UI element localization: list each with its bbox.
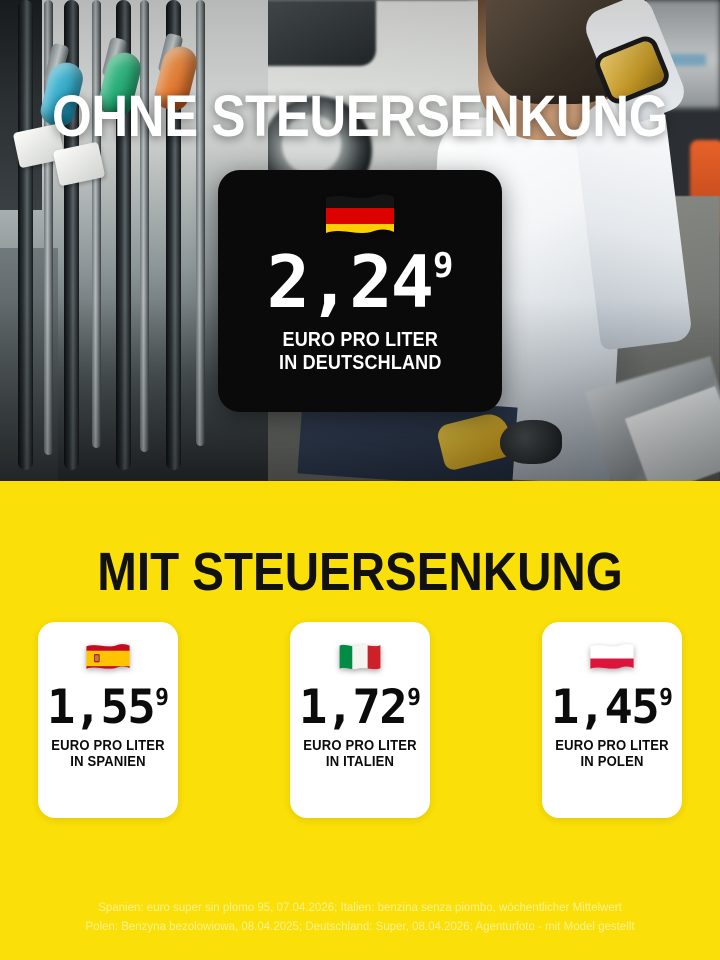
price-main: 1,55 (46, 680, 156, 735)
footnote-line-2: Polen: Benzyna bezolowiowa, 08.04.2025; … (85, 920, 635, 933)
price-card-poland: 1,45 9 EURO PRO LITER IN POLEN (542, 622, 682, 818)
price-value-italy: 1,72 9 (298, 680, 422, 735)
price-card-germany: 2,24 9 EURO PRO LITER IN DEUTSCHLAND (218, 170, 502, 412)
caption-line-1: EURO PRO LITER (282, 329, 438, 352)
flag-germany-icon (326, 194, 394, 234)
price-caption-italy: EURO PRO LITER IN ITALIEN (303, 738, 416, 770)
headline-ohne-steuersenkung: OHNE STEUERSENKUNG (52, 84, 668, 149)
caption-line-2: IN ITALIEN (325, 754, 395, 771)
fuel-hose (196, 0, 205, 446)
flag-italy-icon (339, 644, 381, 670)
price-superscript: 9 (432, 246, 454, 286)
price-value-germany: 2,24 9 (266, 240, 454, 324)
price-value-spain: 1,55 9 (46, 680, 170, 735)
flag-poland-icon (590, 644, 634, 669)
comparison-section: MIT STEUERSENKUNG 1,55 (0, 481, 720, 960)
source-footnote: Spanien: euro super sin plomo 95, 07.04.… (0, 899, 720, 937)
caption-line-1: EURO PRO LITER (303, 738, 417, 755)
price-superscript: 9 (407, 685, 422, 711)
price-superscript: 9 (659, 685, 674, 711)
price-caption-spain: EURO PRO LITER IN SPANIEN (51, 738, 164, 770)
caption-line-2: IN DEUTSCHLAND (278, 351, 442, 374)
fuel-pump-housing (0, 0, 268, 481)
caption-line-2: IN SPANIEN (70, 754, 146, 771)
price-caption-germany: EURO PRO LITER IN DEUTSCHLAND (279, 329, 442, 374)
flag-spain-icon (86, 644, 130, 669)
fuel-hose (166, 0, 181, 470)
country-price-cards: 1,55 9 EURO PRO LITER IN SPANIEN (38, 622, 682, 818)
price-main: 1,72 (298, 680, 408, 735)
price-main: 1,45 (550, 680, 660, 735)
price-card-italy: 1,72 9 EURO PRO LITER IN ITALIEN (290, 622, 430, 818)
car-window (258, 0, 376, 66)
fuel-hose (18, 0, 33, 470)
price-card-spain: 1,55 9 EURO PRO LITER IN SPANIEN (38, 622, 178, 818)
fuel-hose (116, 0, 131, 470)
fuel-hose (140, 0, 149, 452)
caption-line-1: EURO PRO LITER (51, 738, 165, 755)
fuel-hose (44, 0, 53, 455)
price-caption-poland: EURO PRO LITER IN POLEN (555, 738, 668, 770)
price-value-poland: 1,45 9 (550, 680, 674, 735)
price-main: 2,24 (266, 240, 434, 324)
headline-mit-steuersenkung: MIT STEUERSENKUNG (97, 542, 623, 602)
price-superscript: 9 (155, 685, 170, 711)
footnote-line-1: Spanien: euro super sin plomo 95, 07.04.… (98, 902, 622, 914)
fuel-cap (500, 420, 562, 464)
caption-line-2: IN POLEN (580, 754, 644, 771)
fuel-hose (92, 0, 101, 448)
caption-line-1: EURO PRO LITER (555, 738, 669, 755)
